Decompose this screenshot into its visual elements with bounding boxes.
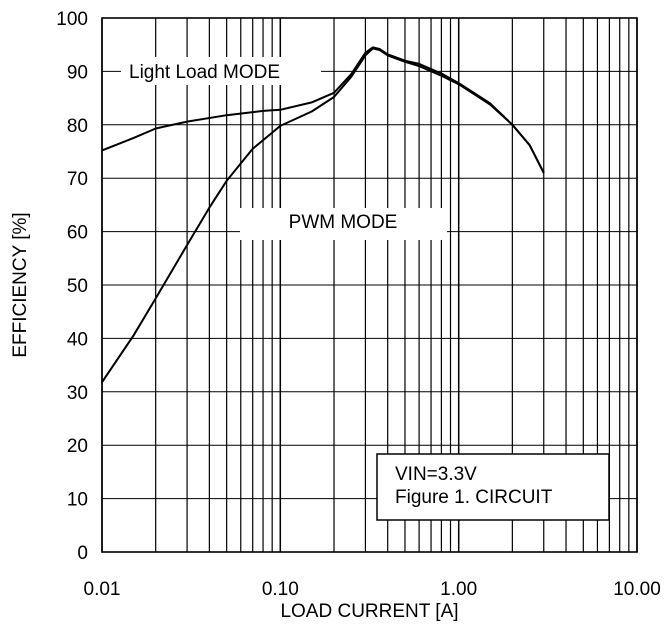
plot-frame <box>101 17 638 553</box>
y-tick-label: 50 <box>67 276 88 297</box>
tick-labels: 0 10 20 30 40 50 60 70 80 90 100 0.01 0.10 1.00 10.00 <box>56 9 660 600</box>
y-tick-label: 100 <box>56 9 88 30</box>
x-tick-label: 1.00 <box>440 579 477 600</box>
light-load-label-background <box>121 57 321 85</box>
x-tick-label: 0.01 <box>84 579 121 600</box>
y-tick-label: 60 <box>67 223 88 244</box>
y-tick-label: 40 <box>67 329 88 350</box>
pwm-mode-label: PWM MODE <box>289 212 398 233</box>
conditions-vin-text: VIN=3.3V <box>395 464 477 485</box>
data-curves <box>101 46 545 383</box>
x-tick-label: 0.10 <box>262 579 299 600</box>
x-tick-label: 10.00 <box>613 579 661 600</box>
y-tick-label: 80 <box>67 116 88 137</box>
pwm-label-background <box>240 208 447 240</box>
light-load-mode-label: Light Load MODE <box>129 62 280 83</box>
y-axis-title: EFFICIENCY [%] <box>10 212 31 357</box>
series-line-pwm-mode <box>101 47 545 383</box>
conditions-box <box>376 453 610 521</box>
y-tick-label: 70 <box>67 169 88 190</box>
y-tick-label: 30 <box>67 383 88 404</box>
y-tick-label: 0 <box>77 543 88 564</box>
conditions-figure-text: Figure 1. CIRCUIT <box>395 487 553 508</box>
y-tick-label: 10 <box>67 490 88 511</box>
y-tick-label: 90 <box>67 62 88 83</box>
x-axis-title: LOAD CURRENT [A] <box>280 601 458 622</box>
y-tick-label: 20 <box>67 436 88 457</box>
